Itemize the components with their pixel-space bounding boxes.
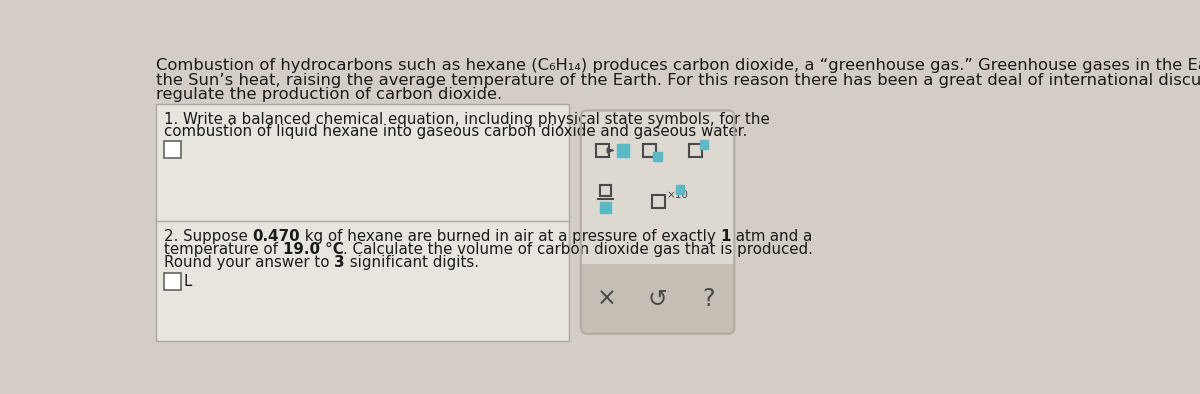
Bar: [581, 258, 734, 264]
Text: the Sun’s heat, raising the average temperature of the Earth. For this reason th: the Sun’s heat, raising the average temp…: [156, 72, 1200, 88]
Text: ?: ?: [702, 287, 715, 311]
Text: L: L: [184, 274, 192, 289]
FancyBboxPatch shape: [156, 104, 569, 342]
FancyBboxPatch shape: [600, 202, 611, 213]
Text: atm: atm: [731, 229, 766, 244]
FancyBboxPatch shape: [676, 186, 684, 194]
FancyBboxPatch shape: [653, 152, 662, 161]
FancyBboxPatch shape: [581, 258, 734, 334]
Text: 2. Suppose: 2. Suppose: [164, 229, 252, 244]
FancyBboxPatch shape: [164, 141, 181, 158]
Text: regulate the production of carbon dioxide.: regulate the production of carbon dioxid…: [156, 87, 503, 102]
Text: 19.0 °C: 19.0 °C: [283, 242, 343, 257]
FancyBboxPatch shape: [164, 273, 181, 290]
Text: Round your answer to: Round your answer to: [164, 255, 334, 270]
Text: 1: 1: [720, 229, 731, 244]
FancyBboxPatch shape: [581, 110, 734, 264]
Text: ×: ×: [596, 287, 617, 311]
Text: combustion of liquid hexane into gaseous carbon dioxide and gaseous water.: combustion of liquid hexane into gaseous…: [164, 124, 748, 139]
Text: Combustion of hydrocarbons such as hexane (C₆H₁₄) produces carbon dioxide, a “gr: Combustion of hydrocarbons such as hexan…: [156, 58, 1200, 73]
Text: 3: 3: [334, 255, 344, 270]
Bar: [581, 258, 734, 271]
Text: 1. Write a balanced chemical equation, including physical state symbols, for the: 1. Write a balanced chemical equation, i…: [164, 112, 769, 127]
FancyBboxPatch shape: [617, 144, 629, 157]
Text: ↺: ↺: [648, 287, 667, 311]
Text: ×10: ×10: [666, 190, 688, 200]
Text: 0.470: 0.470: [252, 229, 300, 244]
FancyBboxPatch shape: [700, 140, 708, 149]
Text: temperature of: temperature of: [164, 242, 283, 257]
Text: . Calculate the volume of carbon dioxide gas that is produced.: . Calculate the volume of carbon dioxide…: [343, 242, 814, 257]
Text: kg of hexane are burned in air at a pressure of exactly: kg of hexane are burned in air at a pres…: [300, 229, 720, 244]
Text: and a: and a: [766, 229, 812, 244]
Text: significant digits.: significant digits.: [344, 255, 479, 270]
